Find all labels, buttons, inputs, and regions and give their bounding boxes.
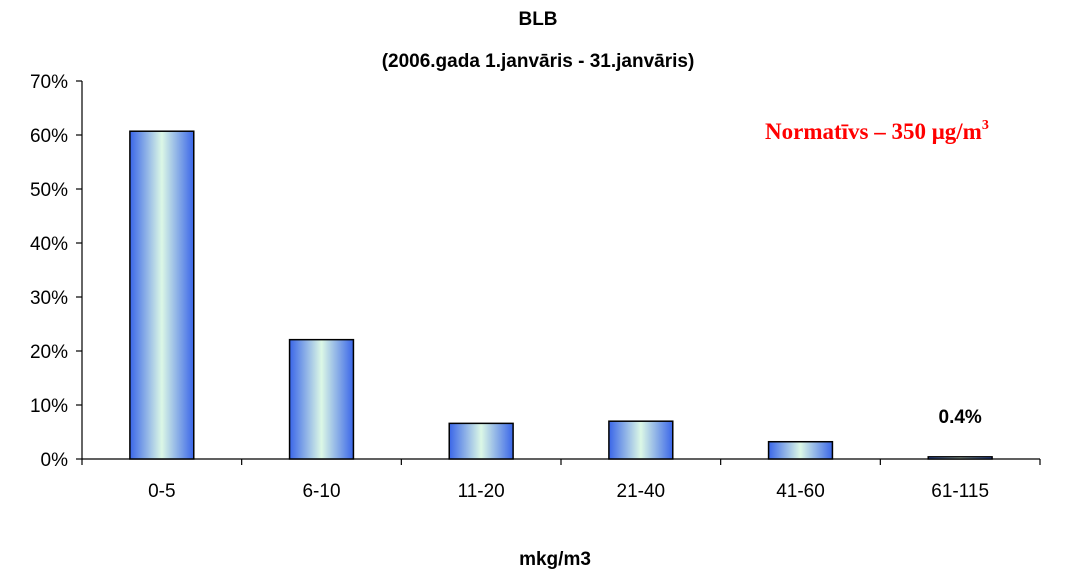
bar bbox=[129, 130, 195, 460]
chart-title-line1: BLB bbox=[518, 9, 557, 30]
y-tick-label: 20% bbox=[30, 342, 68, 363]
bar-fill bbox=[289, 339, 354, 459]
bar-fill bbox=[608, 421, 673, 459]
bar-outline bbox=[927, 456, 993, 460]
bar-outline bbox=[448, 422, 514, 460]
y-tick-label: 30% bbox=[30, 288, 68, 309]
x-tick-label: 21-40 bbox=[617, 481, 666, 502]
y-tick-label: 40% bbox=[30, 234, 68, 255]
y-tick-label: 70% bbox=[30, 72, 68, 93]
bar bbox=[927, 456, 993, 460]
y-tick-label: 50% bbox=[30, 180, 68, 201]
y-tick-label: 60% bbox=[30, 126, 68, 147]
x-tick-label: 41-60 bbox=[776, 481, 825, 502]
bar-fill bbox=[449, 423, 514, 459]
bar-fill bbox=[768, 441, 833, 459]
bar-outline bbox=[129, 130, 195, 460]
x-axis: 0-5 6-10 11-20 21-40 41-60 61-115 bbox=[81, 458, 1041, 502]
y-tick-label: 10% bbox=[30, 396, 68, 417]
x-tick-label: 0-5 bbox=[148, 481, 175, 502]
normative-annotation-superscript: 3 bbox=[982, 118, 989, 133]
bar-outline bbox=[608, 420, 674, 460]
x-tick-label: 6-10 bbox=[302, 481, 340, 502]
bar-series bbox=[129, 130, 993, 460]
bar bbox=[288, 338, 355, 460]
x-tick-label: 11-20 bbox=[458, 481, 505, 502]
data-labels: 0.4% bbox=[939, 407, 982, 428]
y-tick-label: 0% bbox=[41, 450, 69, 471]
x-tick-label: 61-115 bbox=[931, 481, 989, 502]
bar bbox=[608, 420, 674, 460]
bar bbox=[448, 422, 514, 460]
bar-fill bbox=[129, 131, 194, 459]
normative-annotation: Normatīvs – 350 μg/m3 bbox=[765, 118, 989, 144]
normative-annotation-text: Normatīvs – 350 μg/m bbox=[765, 119, 982, 144]
x-axis-title: mkg/m3 bbox=[519, 549, 591, 569]
y-axis: 0% 10% 20% 30% 40% 50% 60% 70% bbox=[30, 72, 83, 471]
data-label: 0.4% bbox=[939, 407, 982, 428]
bar-outline bbox=[288, 338, 355, 460]
bar-outline bbox=[767, 440, 834, 460]
bar-fill bbox=[928, 456, 993, 459]
bar bbox=[767, 440, 834, 460]
chart-title-line2: (2006.gada 1.janvāris - 31.janvāris) bbox=[382, 51, 695, 72]
